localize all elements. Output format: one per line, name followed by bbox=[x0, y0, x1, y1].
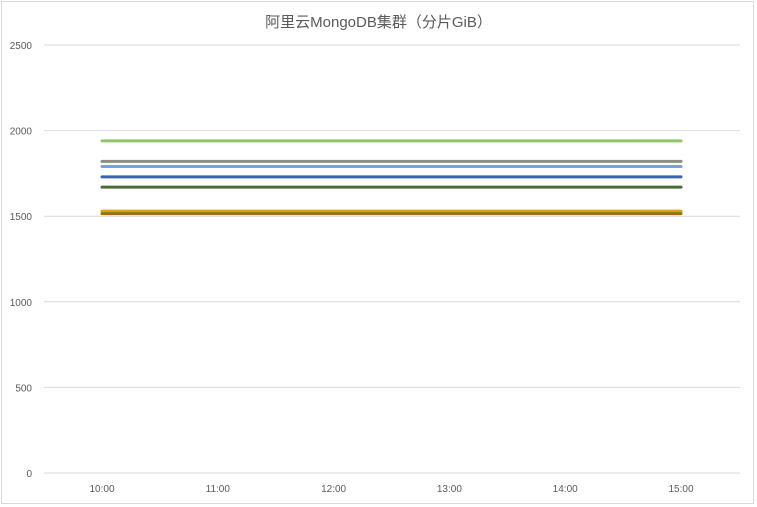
x-tick-label: 11:00 bbox=[206, 484, 231, 495]
x-tick-label: 10:00 bbox=[89, 484, 114, 495]
x-tick-label: 14:00 bbox=[553, 484, 578, 495]
x-tick-label: 13:00 bbox=[437, 484, 462, 495]
y-tick-label: 2500 bbox=[10, 41, 33, 52]
y-tick-label: 1000 bbox=[10, 298, 33, 309]
y-tick-label: 1500 bbox=[10, 212, 33, 223]
chart-title: 阿里云MongoDB集群（分片GiB） bbox=[265, 14, 492, 31]
y-tick-label: 0 bbox=[26, 469, 32, 480]
x-tick-label: 15:00 bbox=[668, 484, 693, 495]
x-tick-label: 12:00 bbox=[321, 484, 346, 495]
y-tick-label: 2000 bbox=[10, 127, 33, 138]
y-tick-label: 500 bbox=[15, 383, 32, 394]
